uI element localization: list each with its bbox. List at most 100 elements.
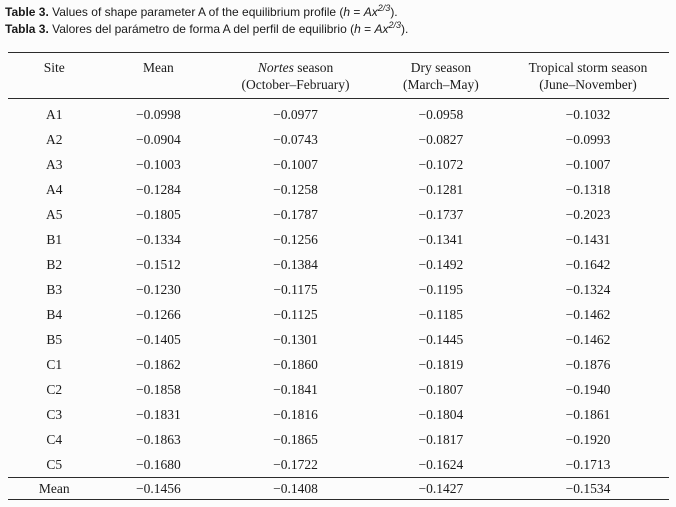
value-cell: −0.1003 [135, 156, 181, 172]
value-cell: −0.1384 [273, 256, 318, 272]
value-cell: −0.1175 [273, 281, 318, 297]
col-header-nortes-italic: Nortes [257, 60, 294, 75]
table-row: B2 −0.1512 −0.1384 −0.1492 −0.1642 [8, 252, 669, 277]
site-cell: B3 [46, 281, 63, 297]
table-row: C4 −0.1863 −0.1865 −0.1817 −0.1920 [8, 427, 669, 452]
value-cell: −0.1266 [135, 306, 181, 322]
value-cell: −0.1462 [565, 331, 611, 347]
formula-exponent: 2/3 [388, 20, 401, 30]
col-header-tropical-label: Tropical storm season [528, 60, 648, 75]
site-cell: C3 [46, 406, 63, 422]
shape-parameter-table: Site Mean Nortes season (October–February… [8, 52, 669, 500]
col-header-dry-label: Dry season [410, 60, 472, 75]
formula-var-h: h [354, 22, 361, 36]
site-cell: C5 [46, 456, 63, 472]
value-cell: −0.1431 [565, 231, 611, 247]
value-cell: −0.1805 [135, 206, 181, 222]
mean-row-label: Mean [8, 477, 101, 500]
caption-english: Table 3. Values of shape parameter A of … [5, 4, 676, 21]
col-header-nortes-season: Nortes season (October–February) [216, 52, 375, 99]
formula-exponent: 2/3 [378, 3, 391, 13]
caption-es-label: Tabla 3. [5, 22, 49, 36]
value-cell: −0.0827 [418, 131, 464, 147]
value-cell: −0.1334 [135, 231, 181, 247]
formula-exponent-value: 2/3 [377, 3, 391, 13]
formula-var-h: h [343, 5, 351, 19]
col-header-dry-months: (March–May) [403, 77, 479, 92]
site-cell: A5 [46, 206, 63, 222]
value-cell: −0.1862 [135, 356, 181, 372]
table-row: B4 −0.1266 −0.1125 −0.1185 −0.1462 [8, 302, 669, 327]
value-cell: −0.1284 [135, 181, 181, 197]
value-cell: −0.1841 [273, 381, 318, 397]
value-cell: −0.1185 [418, 306, 464, 322]
col-header-nortes-months: (October–February) [241, 77, 350, 92]
table-body: A1 −0.0998 −0.0977 −0.0958 −0.1032 A2 −0.0904 −… [8, 99, 669, 478]
site-cell: C1 [46, 356, 63, 372]
mean-value-cell: −0.1534 [507, 477, 669, 500]
value-cell: −0.1230 [135, 281, 181, 297]
table-row: A3 −0.1003 −0.1007 −0.1072 −0.1007 [8, 152, 669, 177]
site-cell: A1 [46, 106, 63, 122]
value-cell: −0.0977 [273, 106, 318, 122]
caption-en-tail: ). [390, 5, 398, 19]
value-cell: −0.1281 [418, 181, 464, 197]
mean-row: Mean −0.1456 −0.1408 −0.1427 −0.1534 [8, 477, 669, 500]
value-cell: −0.1680 [135, 456, 181, 472]
value-cell: −0.1858 [135, 381, 181, 397]
value-cell: −0.1256 [273, 231, 318, 247]
table-row: A5 −0.1805 −0.1787 −0.1737 −0.2023 [8, 202, 669, 227]
value-cell: −0.1007 [565, 156, 611, 172]
value-cell: −0.1816 [273, 406, 318, 422]
value-cell: −0.1318 [565, 181, 611, 197]
table-footer: Mean −0.1456 −0.1408 −0.1427 −0.1534 [8, 477, 669, 500]
col-header-site: Site [8, 52, 101, 99]
value-cell: −0.0993 [565, 131, 611, 147]
value-cell: −0.1876 [565, 356, 611, 372]
value-cell: −0.1462 [565, 306, 611, 322]
site-cell: B1 [46, 231, 63, 247]
site-cell: B2 [46, 256, 63, 272]
value-cell: −0.1072 [418, 156, 464, 172]
value-cell: −0.1940 [565, 381, 611, 397]
value-cell: −0.1861 [565, 406, 611, 422]
value-cell: −0.1865 [273, 431, 318, 447]
value-cell: −0.1301 [273, 331, 318, 347]
formula-equals: = [350, 5, 364, 19]
table-row: A4 −0.1284 −0.1258 −0.1281 −0.1318 [8, 177, 669, 202]
value-cell: −0.1817 [418, 431, 464, 447]
col-header-tropical-months: (June–November) [539, 77, 637, 92]
table-row: B1 −0.1334 −0.1256 −0.1341 −0.1431 [8, 227, 669, 252]
value-cell: −0.0958 [418, 106, 464, 122]
value-cell: −0.1445 [418, 331, 464, 347]
col-header-site-label: Site [43, 60, 65, 75]
formula-equals: = [360, 22, 375, 36]
value-cell: −0.1125 [273, 306, 318, 322]
col-header-mean: Mean [100, 52, 217, 99]
value-cell: −0.1512 [135, 256, 181, 272]
table-row: A2 −0.0904 −0.0743 −0.0827 −0.0993 [8, 127, 669, 152]
value-cell: −0.1722 [273, 456, 318, 472]
value-cell: −0.1258 [273, 181, 318, 197]
value-cell: −0.1492 [418, 256, 464, 272]
value-cell: −0.1831 [135, 406, 181, 422]
value-cell: −0.1007 [273, 156, 318, 172]
table-row: C1 −0.1862 −0.1860 −0.1819 −0.1876 [8, 352, 669, 377]
value-cell: −0.0904 [135, 131, 181, 147]
formula-var-ax: Ax [363, 5, 378, 19]
value-cell: −0.1737 [418, 206, 464, 222]
caption-es-tail: ). [400, 22, 409, 36]
value-cell: −0.1860 [273, 356, 318, 372]
formula-exponent-value: 2/3 [388, 20, 401, 30]
value-cell: −0.0743 [273, 131, 318, 147]
col-header-dry-season: Dry season (March–May) [374, 52, 508, 99]
table-header-row: Site Mean Nortes season (October–February… [8, 52, 669, 99]
value-cell: −0.1324 [565, 281, 611, 297]
site-cell: B4 [46, 306, 63, 322]
caption-en-text: Values of shape parameter A of the equil… [48, 5, 344, 19]
value-cell: −0.1195 [418, 281, 464, 297]
table-row: B3 −0.1230 −0.1175 −0.1195 −0.1324 [8, 277, 669, 302]
mean-value-cell: −0.1456 [100, 477, 217, 500]
table-row: C5 −0.1680 −0.1722 −0.1624 −0.1713 [8, 452, 669, 478]
